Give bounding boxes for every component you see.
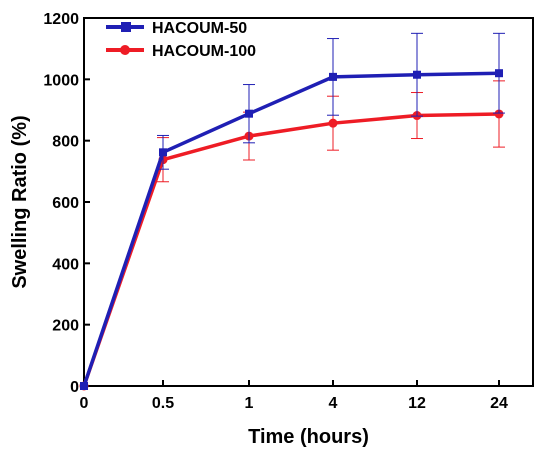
legend-marker bbox=[121, 22, 131, 32]
y-tick-label: 1200 bbox=[43, 11, 79, 28]
y-tick-label: 0 bbox=[70, 379, 79, 396]
data-point bbox=[245, 109, 253, 118]
legend-marker bbox=[120, 45, 130, 55]
x-tick-label: 0 bbox=[80, 395, 89, 412]
legend-label: HACOUM-100 bbox=[152, 43, 256, 60]
x-tick-label: 1 bbox=[245, 395, 254, 412]
data-point bbox=[413, 70, 421, 79]
data-point bbox=[494, 109, 504, 119]
series-hacoum-50 bbox=[80, 32, 505, 390]
legend-label: HACOUM-50 bbox=[152, 20, 247, 37]
y-tick-label: 1000 bbox=[43, 72, 79, 89]
y-tick-label: 400 bbox=[52, 256, 79, 273]
legend-item: HACOUM-100 bbox=[106, 43, 256, 60]
y-tick-label: 600 bbox=[52, 195, 79, 212]
data-point bbox=[80, 382, 88, 390]
data-point bbox=[329, 72, 337, 81]
series-line bbox=[82, 112, 500, 387]
x-tick-label: 4 bbox=[329, 395, 338, 412]
y-axis-title: Swelling Ratio (%) bbox=[9, 115, 31, 288]
x-tick-label: 12 bbox=[408, 395, 426, 412]
legend-item: HACOUM-50 bbox=[106, 20, 247, 37]
series-layer bbox=[79, 32, 505, 391]
y-tick-label: 200 bbox=[52, 318, 79, 335]
series-line bbox=[82, 71, 500, 387]
y-axis: 0 200 400 600 800 1000 1200 bbox=[43, 11, 90, 396]
x-tick-label: 0.5 bbox=[152, 395, 174, 412]
x-tick-label: 24 bbox=[490, 395, 508, 412]
series-hacoum-100 bbox=[79, 80, 505, 391]
data-point bbox=[495, 69, 503, 78]
data-point bbox=[328, 118, 338, 128]
legend: HACOUM-50 HACOUM-100 bbox=[106, 20, 256, 60]
x-axis: 0 0.5 1 4 12 24 bbox=[80, 380, 508, 412]
x-axis-title: Time (hours) bbox=[248, 426, 369, 448]
data-point bbox=[159, 148, 167, 157]
y-tick-label: 800 bbox=[52, 134, 79, 151]
